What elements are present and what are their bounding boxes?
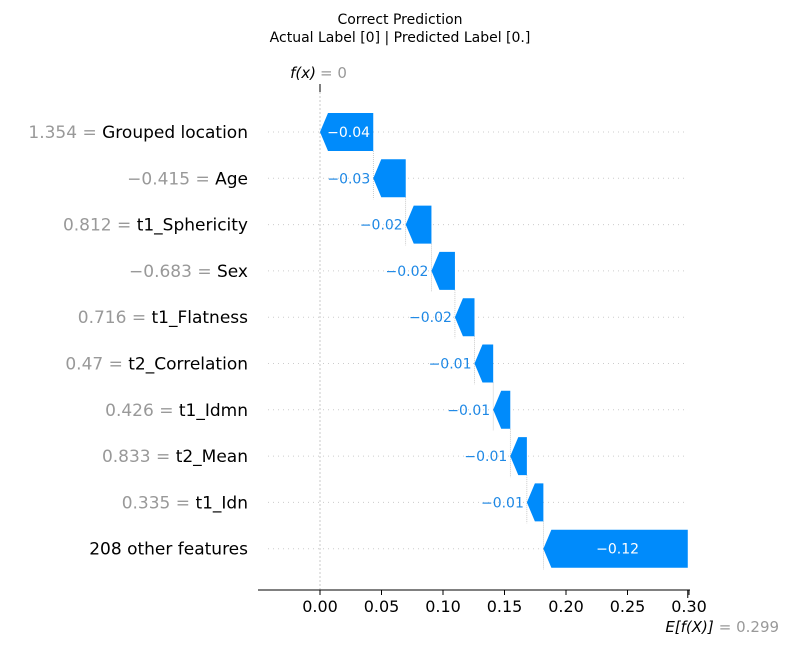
feature-name: 208 other features: [89, 540, 248, 560]
bar-value-label: −0.03: [327, 171, 370, 187]
feature-name: Grouped location: [102, 123, 248, 143]
bar-3: [431, 252, 454, 290]
feature-label: 0.335 = t1_Idn: [122, 493, 248, 513]
fx-marker-label: f(x) = 0: [290, 64, 347, 82]
feature-name: t1_Sphericity: [137, 216, 248, 236]
x-tick-label: 0.15: [487, 597, 523, 616]
feature-label: 0.833 = t2_Mean: [102, 447, 248, 467]
fx-label: f(x): [290, 64, 316, 82]
x-tick-label: 0.20: [548, 597, 584, 616]
fx-value: = 0: [320, 64, 347, 82]
feature-value: −0.683 =: [129, 262, 217, 282]
feature-value: −0.415 =: [127, 169, 215, 189]
feature-value: 0.716 =: [78, 308, 152, 328]
feature-name: t1_Flatness: [151, 308, 248, 328]
feature-value: 0.47 =: [65, 355, 128, 375]
bar-value-label: −0.02: [360, 218, 403, 234]
feature-value: 0.833 =: [102, 447, 176, 467]
bar-7: [510, 437, 527, 475]
bar-2: [406, 206, 432, 244]
feature-label: 0.812 = t1_Sphericity: [63, 216, 248, 236]
bar-6: [493, 391, 510, 429]
x-tick-label: 0.05: [364, 597, 400, 616]
bar-5: [474, 345, 493, 383]
chart-subtitle: Actual Label [0] | Predicted Label [0.]: [270, 30, 531, 46]
feature-label: 208 other features: [89, 540, 248, 560]
efx-value: = 0.299: [719, 618, 779, 636]
efx-marker-label: E[f(X)] = 0.299: [665, 618, 779, 636]
feature-label: −0.683 = Sex: [129, 262, 248, 282]
feature-value: 1.354 =: [28, 123, 102, 143]
feature-rows: 1.354 = Grouped location −0.415 = Age 0.81…: [28, 84, 688, 590]
chart-title: Correct Prediction: [337, 12, 462, 28]
x-tick-label: 0.25: [610, 597, 646, 616]
bar-1: [373, 159, 405, 197]
efx-label: E[f(X)]: [665, 618, 714, 636]
bar-value-label: −0.01: [481, 495, 524, 511]
feature-name: Age: [215, 169, 248, 189]
x-tick-label: 0.30: [671, 597, 707, 616]
bar-4: [455, 298, 475, 336]
feature-label: −0.415 = Age: [127, 169, 248, 189]
feature-label: 0.426 = t1_Idmn: [105, 401, 248, 421]
x-axis: 0.00 0.05 0.10 0.15 0.20 0.25 0.30: [258, 590, 707, 616]
bar-value-label: −0.12: [596, 542, 639, 558]
feature-name: Sex: [217, 262, 248, 282]
bar-value-label: −0.04: [327, 125, 370, 141]
x-tick-label: 0.00: [302, 597, 338, 616]
feature-value: 0.335 =: [122, 493, 196, 513]
bars-group: −0.04 −0.03 −0.02 −0.02 −0.02 −0.01 −0.01 −0.01…: [320, 113, 688, 570]
feature-name: t1_Idmn: [179, 401, 248, 421]
feature-label: 1.354 = Grouped location: [28, 123, 248, 143]
feature-label: 0.47 = t2_Correlation: [65, 355, 248, 375]
feature-name: t2_Correlation: [128, 355, 248, 375]
bar-value-label: −0.02: [386, 264, 429, 280]
bar-value-label: −0.01: [464, 449, 507, 465]
bar-value-label: −0.01: [429, 357, 472, 373]
bar-value-label: −0.02: [409, 310, 452, 326]
bar-8: [527, 483, 543, 521]
feature-value: 0.426 =: [105, 401, 179, 421]
bar-value-label: −0.01: [447, 403, 490, 419]
feature-name: t2_Mean: [176, 447, 248, 467]
feature-name: t1_Idn: [195, 493, 248, 513]
feature-value: 0.812 =: [63, 216, 137, 236]
feature-label: 0.716 = t1_Flatness: [78, 308, 248, 328]
x-tick-label: 0.10: [425, 597, 461, 616]
